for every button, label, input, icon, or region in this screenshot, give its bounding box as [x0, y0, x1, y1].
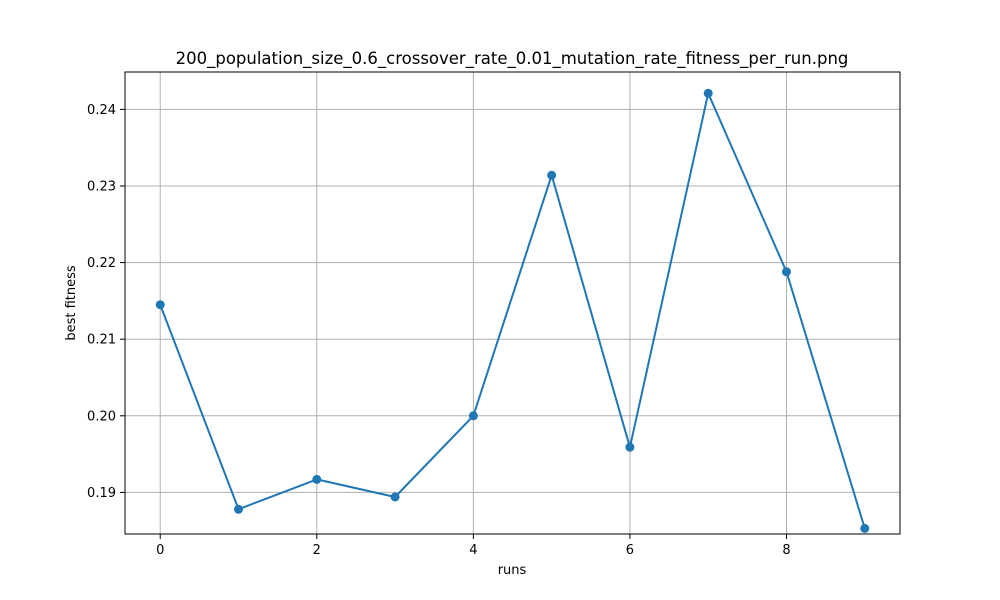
- chart-title: 200_population_size_0.6_crossover_rate_0…: [176, 49, 849, 69]
- data-point: [312, 474, 322, 484]
- y-tick-label: 0.19: [87, 486, 116, 501]
- data-point: [781, 267, 791, 277]
- data-point: [390, 492, 400, 502]
- y-tick-label: 0.20: [87, 409, 116, 424]
- series-line-group: [155, 88, 870, 533]
- data-point: [703, 88, 713, 98]
- x-tick-label: 2: [313, 543, 321, 558]
- data-point: [860, 523, 870, 533]
- x-axis-label: runs: [498, 563, 527, 578]
- y-axis-label: best fitness: [64, 265, 79, 341]
- data-point: [547, 170, 557, 180]
- data-point: [468, 411, 478, 421]
- data-point: [625, 442, 635, 452]
- axes: [124, 71, 901, 535]
- data-point: [155, 300, 165, 310]
- y-tick-label: 0.22: [87, 256, 116, 271]
- y-tick-label: 0.23: [87, 179, 116, 194]
- x-tick-label: 8: [782, 543, 790, 558]
- grid: [125, 72, 900, 534]
- x-tick-label: 0: [156, 543, 164, 558]
- plot-frame: [124, 71, 901, 535]
- data-point: [234, 504, 244, 514]
- ticks: 0 2 4 6 8 0.19 0.20 0.21 0.22 0.23 0.24: [87, 103, 791, 558]
- x-tick-label: 6: [626, 543, 634, 558]
- y-tick-label: 0.21: [87, 333, 116, 348]
- series-line: [159, 92, 866, 529]
- y-tick-label: 0.24: [87, 103, 116, 118]
- x-tick-label: 4: [469, 543, 477, 558]
